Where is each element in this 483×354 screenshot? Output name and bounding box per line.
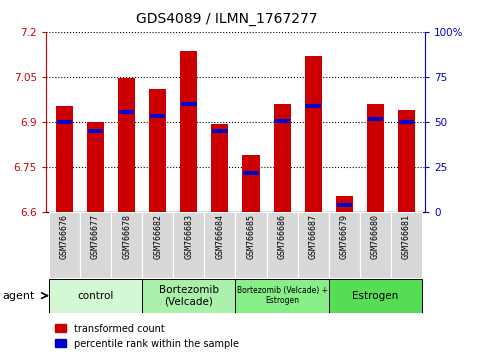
Bar [212,129,227,133]
Bar [150,114,166,118]
Bar [243,171,259,175]
Bar [111,212,142,278]
Text: GSM766678: GSM766678 [122,215,131,259]
Bar [398,120,414,124]
Bar [242,155,259,212]
Text: GSM766685: GSM766685 [246,215,256,259]
Bar [118,79,135,212]
Text: GSM766683: GSM766683 [185,215,193,259]
Bar [80,212,111,278]
Bar [180,51,198,212]
Bar [57,120,72,124]
Bar [360,212,391,278]
Text: Bortezomib
(Velcade): Bortezomib (Velcade) [159,285,219,307]
Bar [181,102,197,106]
Legend: transformed count, percentile rank within the sample: transformed count, percentile rank withi… [51,320,243,353]
Bar [267,212,298,278]
Bar [56,105,73,212]
Bar [236,279,329,313]
Bar [329,212,360,278]
Bar [305,104,321,108]
Text: GSM766686: GSM766686 [278,215,286,259]
Bar [367,104,384,212]
Text: GSM766676: GSM766676 [60,215,69,259]
Text: GSM766682: GSM766682 [153,215,162,259]
Bar [398,110,415,212]
Bar [119,110,134,114]
Text: Estrogen: Estrogen [352,291,398,301]
Bar [329,279,422,313]
Bar [173,212,204,278]
Bar [368,117,383,121]
Text: GSM766681: GSM766681 [402,215,411,259]
Bar [142,279,236,313]
Bar [149,89,166,212]
Text: Bortezomib (Velcade) +
Estrogen: Bortezomib (Velcade) + Estrogen [237,286,327,305]
Bar [236,212,267,278]
Text: control: control [77,291,114,301]
Bar [336,196,353,212]
Bar [305,56,322,212]
Bar [273,104,291,212]
Text: GSM766687: GSM766687 [309,215,318,259]
Bar [337,203,352,207]
Bar [49,279,142,313]
Text: GSM766684: GSM766684 [215,215,225,259]
Bar [204,212,236,278]
Bar [212,124,228,212]
Text: GSM766680: GSM766680 [371,215,380,259]
Bar [274,119,290,122]
Text: agent: agent [2,291,35,301]
Text: GSM766679: GSM766679 [340,215,349,259]
Bar [88,129,103,133]
Bar [49,212,80,278]
Bar [87,122,104,212]
Bar [391,212,422,278]
Text: GSM766677: GSM766677 [91,215,100,259]
Bar [298,212,329,278]
Bar [142,212,173,278]
Text: GDS4089 / ILMN_1767277: GDS4089 / ILMN_1767277 [136,12,318,27]
